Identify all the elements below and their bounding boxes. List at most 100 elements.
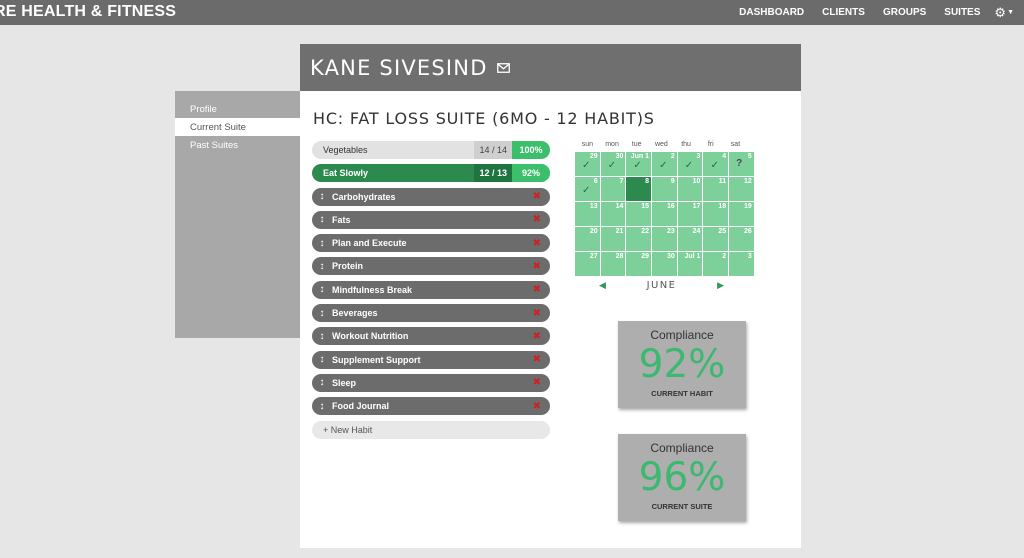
calendar-day-cell[interactable]: 9 (652, 177, 677, 201)
calendar-day-cell[interactable]: 2 ✓ (652, 152, 677, 176)
calendar-day-number: 6 (593, 178, 598, 185)
habit-row-completed[interactable]: Vegetables 14 / 14 100% (312, 141, 550, 159)
calendar-day-cell[interactable]: 5? (729, 152, 754, 176)
nav-dashboard[interactable]: DASHBOARD (739, 7, 805, 18)
habit-row[interactable]: ↕ Plan and Execute ✖ (312, 234, 550, 253)
calendar-day-cell[interactable]: 7 (600, 177, 626, 201)
calendar-day-cell[interactable]: 30 ✓ (600, 152, 626, 176)
drag-handle-icon[interactable]: ↕ (319, 377, 325, 389)
calendar-day-cell[interactable]: 29 (626, 252, 652, 276)
gear-icon[interactable]: ⚙ ▼ (994, 4, 1014, 20)
habit-name: Vegetables (323, 145, 368, 155)
drag-handle-icon[interactable]: ↕ (319, 191, 325, 203)
calendar-day-number: 29 (589, 153, 598, 160)
habit-row[interactable]: ↕ Carbohydrates ✖ (312, 187, 550, 206)
calendar-day-cell[interactable]: 13 (575, 202, 600, 226)
calendar-day-number: 7 (619, 178, 624, 185)
calendar-day-cell[interactable]: 14 (600, 202, 626, 226)
habit-row[interactable]: ↕ Fats ✖ (312, 210, 550, 229)
calendar-day-cell[interactable]: 17 (677, 202, 703, 226)
drag-handle-icon[interactable]: ↕ (319, 354, 325, 366)
drag-handle-icon[interactable]: ↕ (319, 260, 325, 272)
calendar-day-cell[interactable]: 3 ✓ (677, 152, 703, 176)
calendar-month: JUNE (646, 280, 677, 291)
habit-row[interactable]: ↕ Protein ✖ (312, 257, 550, 276)
habit-row[interactable]: ↕ Supplement Support ✖ (312, 350, 550, 369)
new-habit-button[interactable]: + New Habit (312, 420, 550, 439)
calendar-day-cell[interactable]: 11 (703, 177, 729, 201)
habit-row[interactable]: ↕ Mindfulness Break ✖ (312, 280, 550, 299)
calendar-day-cell[interactable]: 4 ✓ (703, 152, 729, 176)
calendar-day-cell[interactable]: 10 (677, 177, 703, 201)
calendar-day-cell[interactable]: 27 (575, 252, 600, 276)
client-header: KANE SIVESIND (300, 44, 801, 91)
calendar-day-cell[interactable]: 8 (626, 177, 652, 201)
calendar-day-number: 10 (692, 178, 701, 185)
drag-handle-icon[interactable]: ↕ (319, 237, 325, 249)
habit-row[interactable]: ↕ Food Journal ✖ (312, 397, 550, 416)
delete-x-icon[interactable]: ✖ (532, 214, 541, 226)
calendar-day-cell[interactable]: 15 (626, 202, 652, 226)
weekday-label: sun (581, 141, 593, 148)
calendar-day-cell[interactable]: 23 (652, 227, 677, 251)
calendar-day-cell[interactable]: 12 (729, 177, 754, 201)
calendar-day-cell[interactable]: 3 (729, 252, 754, 276)
menu-item-past-suites[interactable]: Past Suites (175, 136, 300, 154)
calendar-day-cell[interactable]: 6 ✓ (575, 177, 600, 201)
calendar-weekdays: sun mon tue wed thu fri sat (575, 141, 748, 152)
delete-x-icon[interactable]: ✖ (532, 330, 541, 342)
habit-row-current[interactable]: Eat Slowly 12 / 13 92% (312, 164, 550, 183)
delete-x-icon[interactable]: ✖ (532, 377, 541, 389)
calendar-day-cell[interactable]: 29 ✓ (575, 152, 600, 176)
calendar-day-cell[interactable]: 19 (729, 202, 754, 226)
delete-x-icon[interactable]: ✖ (532, 191, 541, 203)
habit-ratio: 12 / 13 (474, 164, 512, 183)
delete-x-icon[interactable]: ✖ (532, 400, 541, 412)
calendar-day-cell[interactable]: 25 (703, 227, 729, 251)
calendar-day-number: 19 (744, 203, 752, 210)
calendar-day-cell[interactable]: 20 (575, 227, 600, 251)
habit-name: Fats (332, 214, 351, 225)
delete-x-icon[interactable]: ✖ (532, 354, 541, 366)
calendar-day-cell[interactable]: Jul 1 (677, 252, 703, 276)
habit-row[interactable]: ↕ Sleep ✖ (312, 373, 550, 392)
calendar-day-cell[interactable]: 16 (652, 202, 677, 226)
envelope-icon[interactable] (496, 62, 510, 73)
nav-clients[interactable]: CLIENTS (822, 7, 865, 18)
delete-x-icon[interactable]: ✖ (532, 260, 541, 272)
calendar-day-number: 21 (615, 228, 624, 235)
calendar-day-cell[interactable]: 28 (600, 252, 626, 276)
drag-handle-icon[interactable]: ↕ (319, 214, 325, 226)
drag-handle-icon[interactable]: ↕ (319, 284, 325, 296)
calendar-day-number: 17 (692, 203, 701, 210)
delete-x-icon[interactable]: ✖ (532, 237, 541, 249)
calendar-day-cell[interactable]: 26 (729, 227, 754, 251)
drag-handle-icon[interactable]: ↕ (319, 400, 325, 412)
delete-x-icon[interactable]: ✖ (532, 284, 541, 296)
habit-row[interactable]: ↕ Beverages ✖ (312, 304, 550, 323)
calendar-day-cell[interactable]: 18 (703, 202, 729, 226)
calendar-day-cell[interactable]: 2 (703, 252, 729, 276)
main-nav: DASHBOARD CLIENTS GROUPS SUITES ⚙ ▼ (721, 0, 1024, 25)
drag-handle-icon[interactable]: ↕ (319, 330, 325, 342)
nav-groups[interactable]: GROUPS (882, 7, 927, 18)
menu-item-current-suite[interactable]: Current Suite (175, 118, 300, 136)
nav-suites[interactable]: SUITES (944, 7, 981, 18)
calendar-day-number: 5 (747, 153, 752, 160)
triangle-right-icon[interactable]: ▶ (717, 280, 724, 290)
calendar-day-cell[interactable]: 22 (626, 227, 652, 251)
drag-handle-icon[interactable]: ↕ (319, 307, 325, 319)
calendar-day-cell[interactable]: 24 (677, 227, 703, 251)
compliance-caption: CURRENT SUITE (651, 502, 713, 511)
calendar-footer: ◀ JUNE ▶ (575, 280, 748, 291)
compliance-caption: CURRENT HABIT (651, 389, 713, 398)
calendar-day-cell[interactable]: 21 (600, 227, 626, 251)
triangle-left-icon[interactable]: ◀ (599, 280, 606, 290)
habit-row[interactable]: ↕ Workout Nutrition ✖ (312, 327, 550, 346)
brand-title[interactable]: RE HEALTH & FITNESS (0, 3, 177, 20)
menu-item-profile[interactable]: Profile (175, 100, 300, 118)
calendar-day-cell[interactable]: 30 (652, 252, 677, 276)
delete-x-icon[interactable]: ✖ (532, 307, 541, 319)
calendar-day-cell[interactable]: Jun 1 ✓ (626, 152, 652, 176)
habit-name: Beverages (332, 308, 378, 319)
